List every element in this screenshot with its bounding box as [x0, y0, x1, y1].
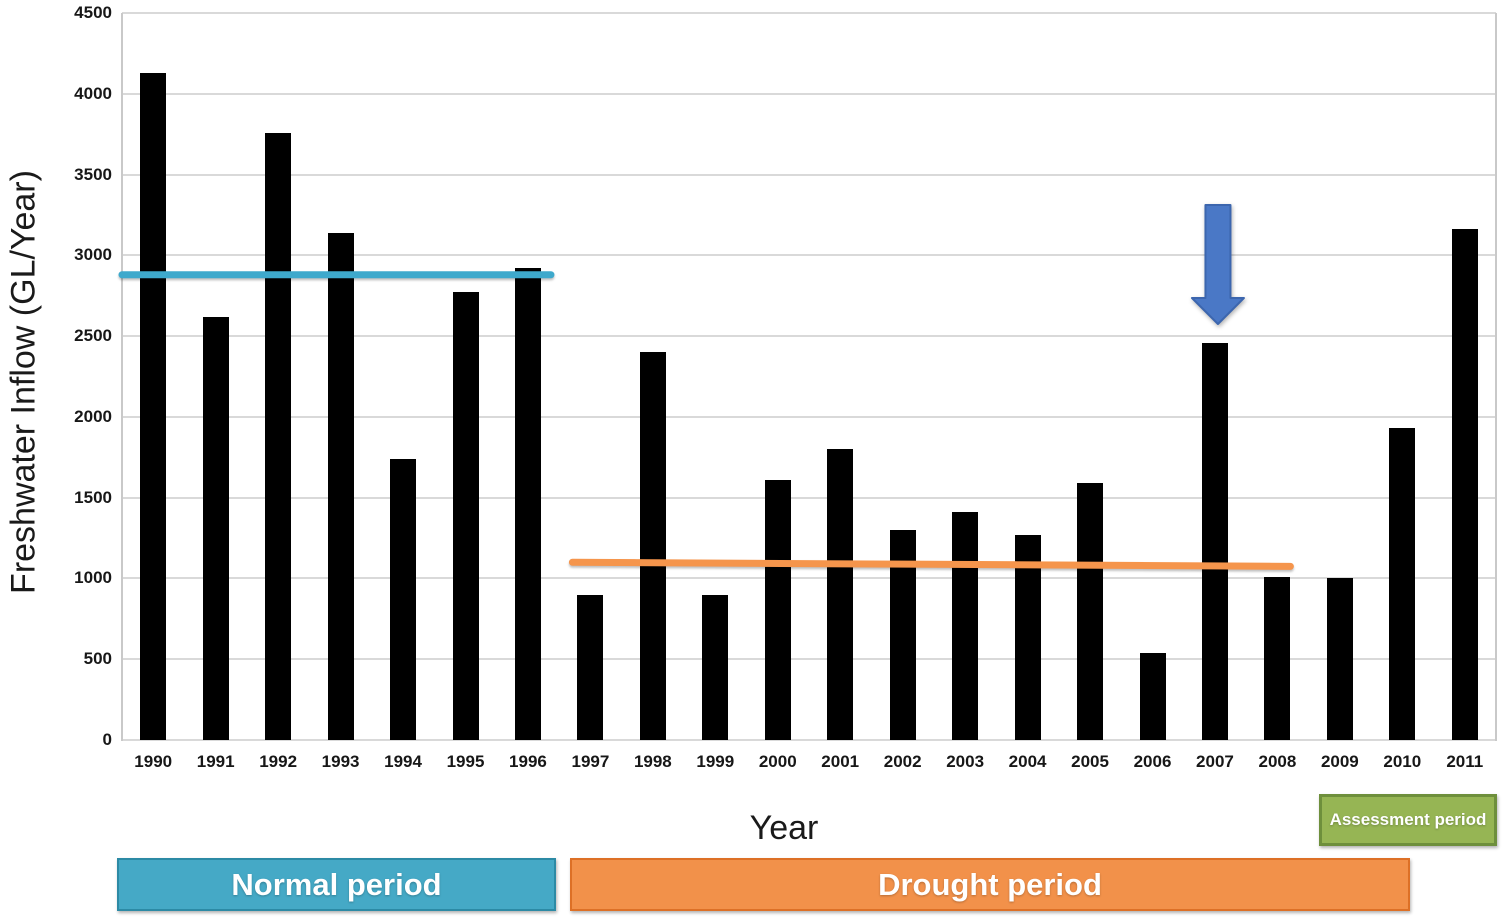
x-tick-label-1992: 1992	[259, 752, 298, 771]
bar-2003	[952, 512, 979, 740]
x-tick-label-1997: 1997	[571, 752, 610, 771]
drought-period-band: Drought period	[570, 858, 1410, 911]
normal-period-band: Normal period	[117, 858, 556, 911]
x-tick-label-2008: 2008	[1258, 752, 1297, 771]
y-tick-label-4000: 4000	[74, 83, 112, 103]
assessment-period-band: Assessment period	[1319, 794, 1497, 846]
y-tick-label-3500: 3500	[74, 164, 112, 184]
x-tick-label-2009: 2009	[1320, 752, 1359, 771]
bar-2006	[1139, 652, 1166, 740]
x-tick-label-2006: 2006	[1133, 752, 1172, 771]
normal-period-label: Normal period	[231, 866, 442, 902]
bar-2001	[827, 449, 854, 740]
y-tick-label-3000: 3000	[74, 245, 112, 265]
y-tick-label-2500: 2500	[74, 326, 112, 346]
x-axis-title: Year	[749, 809, 819, 847]
bar-1997	[577, 594, 604, 740]
gridline-3500	[122, 173, 1496, 176]
x-tick-label-2005: 2005	[1071, 752, 1109, 771]
bar-1992	[265, 132, 292, 740]
x-tick-label-2004: 2004	[1008, 752, 1047, 771]
bar-1999	[702, 594, 729, 740]
x-tick-label-2003: 2003	[946, 752, 985, 771]
y-tick-label-0: 0	[102, 730, 112, 749]
x-tick-label-1990: 1990	[134, 752, 173, 771]
y-tick-label-500: 500	[83, 649, 112, 669]
bar-2000	[764, 479, 791, 740]
plot-right-border	[1495, 13, 1497, 741]
x-tick-label-2002: 2002	[883, 752, 922, 771]
y-tick-label-4500: 4500	[74, 3, 112, 22]
gridline-3000	[122, 254, 1496, 257]
gridline-4500	[122, 12, 1496, 14]
x-tick-label-1991: 1991	[196, 752, 235, 771]
x-tick-label-2000: 2000	[758, 752, 797, 771]
x-tick-label-2001: 2001	[821, 752, 860, 771]
bar-1990	[140, 72, 167, 740]
gridline-2000	[122, 415, 1496, 418]
plot-left-border	[121, 13, 123, 741]
bar-2009	[1326, 578, 1353, 740]
drought-period-label: Drought period	[878, 866, 1102, 902]
bar-2005	[1077, 483, 1104, 740]
gridline-1500	[122, 496, 1496, 499]
assessment-period-label: Assessment period	[1329, 809, 1487, 829]
bar-1995	[452, 292, 479, 740]
bar-2011	[1451, 229, 1478, 740]
gridline-2500	[122, 335, 1496, 338]
x-tick-label-1995: 1995	[446, 752, 485, 771]
x-tick-label-2007: 2007	[1196, 752, 1234, 771]
bar-1994	[390, 458, 417, 740]
y-axis-title: Freshwater Inflow (GL/Year)	[4, 170, 43, 594]
bar-2007	[1201, 342, 1228, 740]
x-tick-label-1996: 1996	[509, 752, 547, 771]
bar-1996	[514, 268, 541, 740]
x-tick-label-2010: 2010	[1383, 752, 1422, 771]
y-tick-label-1000: 1000	[74, 568, 112, 588]
bar-1993	[327, 232, 354, 740]
gridline-4000	[122, 92, 1496, 95]
x-tick-label-1993: 1993	[321, 752, 360, 771]
y-tick-label-1500: 1500	[74, 487, 112, 507]
y-tick-label-2000: 2000	[74, 406, 112, 426]
bar-2002	[889, 529, 916, 740]
bar-1998	[639, 352, 666, 740]
x-tick-label-1999: 1999	[696, 752, 735, 771]
bar-1991	[202, 316, 229, 740]
gridline-500	[122, 658, 1496, 661]
bar-2008	[1264, 576, 1291, 740]
gridline-1000	[122, 577, 1496, 580]
bar-2004	[1014, 534, 1041, 740]
x-tick-label-1994: 1994	[384, 752, 422, 771]
gridline-0	[122, 739, 1496, 741]
bar-2010	[1389, 428, 1416, 740]
x-tick-label-1998: 1998	[633, 752, 672, 771]
x-tick-label-2011: 2011	[1446, 752, 1484, 771]
